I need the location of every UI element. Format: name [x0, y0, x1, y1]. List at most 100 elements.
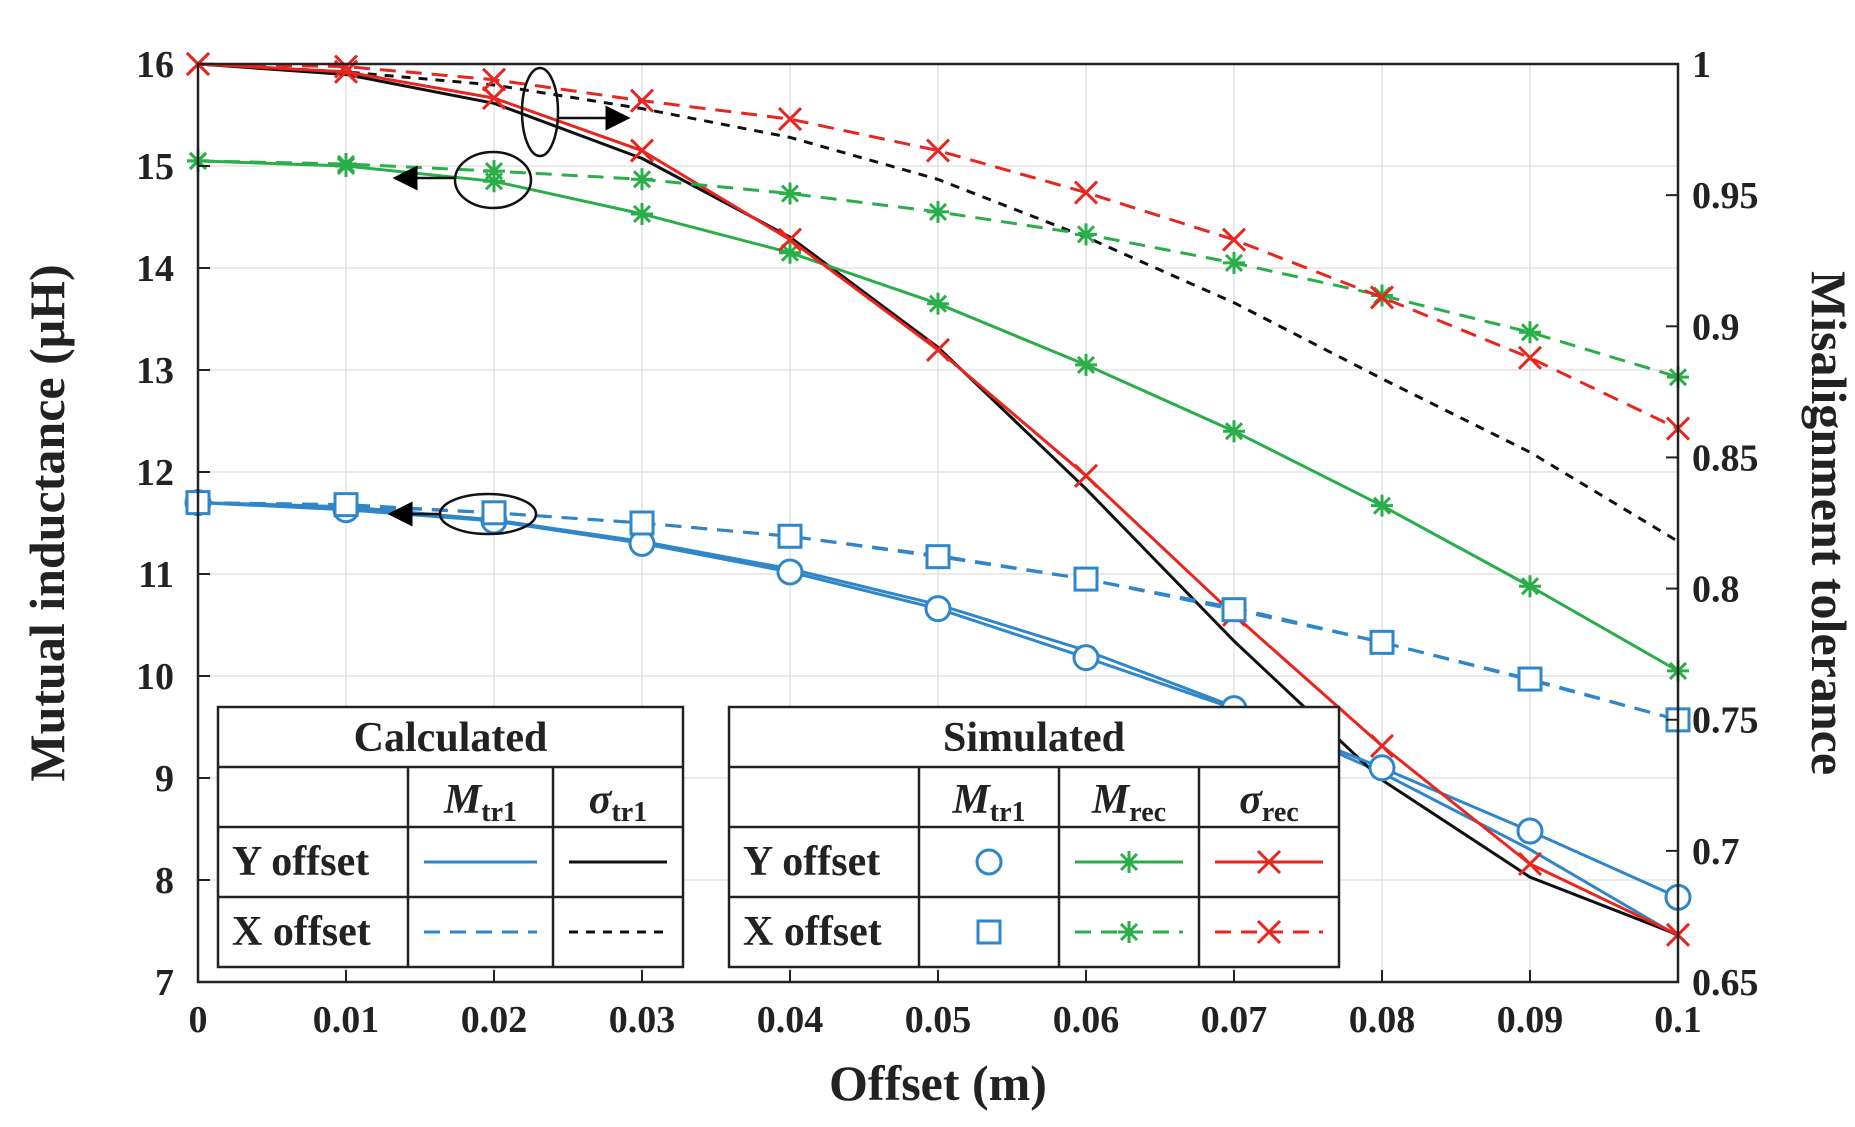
- data-point: [631, 168, 653, 191]
- legend-simulated-box: [727, 705, 1341, 969]
- y-left-tick-label: 13: [136, 350, 174, 392]
- data-point: [483, 160, 505, 183]
- x-tick-label: 0: [189, 999, 208, 1041]
- y-left-tick-label: 16: [136, 44, 174, 86]
- series-calculated-y-offset-σtr1: [197, 62, 1679, 937]
- data-point: [631, 202, 653, 225]
- data-point: [927, 200, 949, 223]
- data-point: [1371, 494, 1393, 517]
- x-tick-label: 0.01: [313, 999, 380, 1041]
- y-right-tick-label: 0.75: [1692, 700, 1759, 742]
- data-point: [1075, 353, 1097, 376]
- y-right-tick-label: 0.95: [1692, 175, 1759, 217]
- data-point: [481, 67, 507, 92]
- series-layer: [184, 51, 1692, 947]
- data-point: [629, 138, 655, 163]
- y-right-tick-label: 0.85: [1692, 437, 1759, 479]
- data-point: [335, 152, 357, 175]
- x-tick-label: 0.04: [757, 999, 824, 1041]
- x-tick-label: 0.08: [1349, 999, 1416, 1041]
- data-point: [629, 88, 655, 113]
- series-line: [197, 62, 1679, 937]
- data-point: [1368, 754, 1396, 782]
- data-point: [777, 107, 803, 132]
- data-point: [1072, 644, 1100, 672]
- data-point: [927, 292, 949, 315]
- y-left-tick-label: 11: [138, 554, 174, 596]
- data-point: [1517, 345, 1543, 370]
- tick-labels: 0 0.01 0.02 0.03 0.04 0.05 0.06 0.07 0.08 0.09 0.1…: [136, 44, 1759, 1041]
- data-point: [1221, 227, 1247, 252]
- data-point: [779, 182, 801, 205]
- legend-row-label: X offset: [743, 909, 882, 955]
- data-point: [1073, 180, 1099, 205]
- y-left-tick-label: 10: [136, 656, 174, 698]
- data-point: [925, 138, 951, 163]
- series-line: [197, 62, 1679, 430]
- y-left-tick-label: 12: [136, 452, 174, 494]
- sigma-group-ellipse: [520, 66, 560, 158]
- data-point: [1073, 566, 1099, 592]
- series-calculated-x-offset-σtr1: [197, 62, 1679, 543]
- data-point: [1369, 629, 1395, 655]
- y-left-tick-label: 9: [155, 758, 174, 800]
- x-tick-label: 0.02: [461, 999, 528, 1041]
- series-simulated-x-offset-mtr1: [185, 490, 1691, 733]
- data-point: [1517, 851, 1543, 877]
- legend-row-label: X offset: [232, 909, 371, 955]
- data-point: [1221, 597, 1247, 623]
- data-point: [1369, 285, 1395, 310]
- legend-calculated-box: [216, 705, 685, 969]
- y-right-axis-title: Misalignment tolerance: [1801, 271, 1855, 775]
- legend-sample-marker: [975, 848, 1003, 876]
- x-tick-label: 0.05: [905, 999, 972, 1041]
- x-axis-title: Offset (m): [829, 1055, 1047, 1111]
- legend-row-label: Y offset: [232, 839, 369, 885]
- data-point: [1517, 666, 1543, 692]
- x-tick-label: 0.09: [1497, 999, 1564, 1041]
- data-point: [1519, 575, 1541, 598]
- data-point: [1223, 251, 1245, 274]
- y-right-tick-label: 0.9: [1692, 306, 1740, 348]
- legend-sample-marker: [1118, 921, 1140, 943]
- y-right-tick-label: 0.7: [1692, 831, 1740, 873]
- data-point: [925, 337, 951, 362]
- y-left-tick-label: 15: [136, 146, 174, 188]
- data-point: [333, 492, 359, 518]
- legend-calculated-title: Calculated: [354, 715, 548, 761]
- y-left-axis-title: Mutual inductance (μH): [19, 264, 75, 781]
- data-point: [777, 523, 803, 549]
- data-point: [1369, 733, 1395, 759]
- data-point: [629, 510, 655, 536]
- annotations: [387, 66, 631, 536]
- legend-sample-marker: [1118, 851, 1140, 873]
- y-left-tick-label: 14: [136, 248, 174, 290]
- x-tick-label: 0.07: [1201, 999, 1268, 1041]
- data-point: [481, 500, 507, 526]
- legend-row-label: Y offset: [743, 839, 880, 885]
- x-tick-label: 0.03: [609, 999, 676, 1041]
- legend-sample-marker: [1256, 849, 1282, 875]
- data-point: [1223, 420, 1245, 443]
- series-line: [197, 62, 1679, 543]
- y-left-tick-label: 8: [155, 860, 174, 902]
- y-right-tick-label: 0.65: [1692, 962, 1759, 1004]
- data-point: [333, 54, 359, 79]
- data-point: [1073, 463, 1099, 488]
- legend-sample-marker: [1256, 919, 1282, 945]
- data-point: [925, 544, 951, 570]
- y-right-tick-label: 1: [1692, 44, 1711, 86]
- data-point: [776, 558, 804, 586]
- data-point: [1516, 817, 1544, 845]
- legend-simulated-title: Simulated: [943, 715, 1125, 761]
- data-point: [1075, 223, 1097, 246]
- data-point: [1519, 321, 1541, 344]
- legend-sample-marker: [976, 919, 1002, 945]
- data-point: [779, 241, 801, 264]
- x-tick-label: 0.1: [1654, 999, 1702, 1041]
- data-point: [924, 595, 952, 623]
